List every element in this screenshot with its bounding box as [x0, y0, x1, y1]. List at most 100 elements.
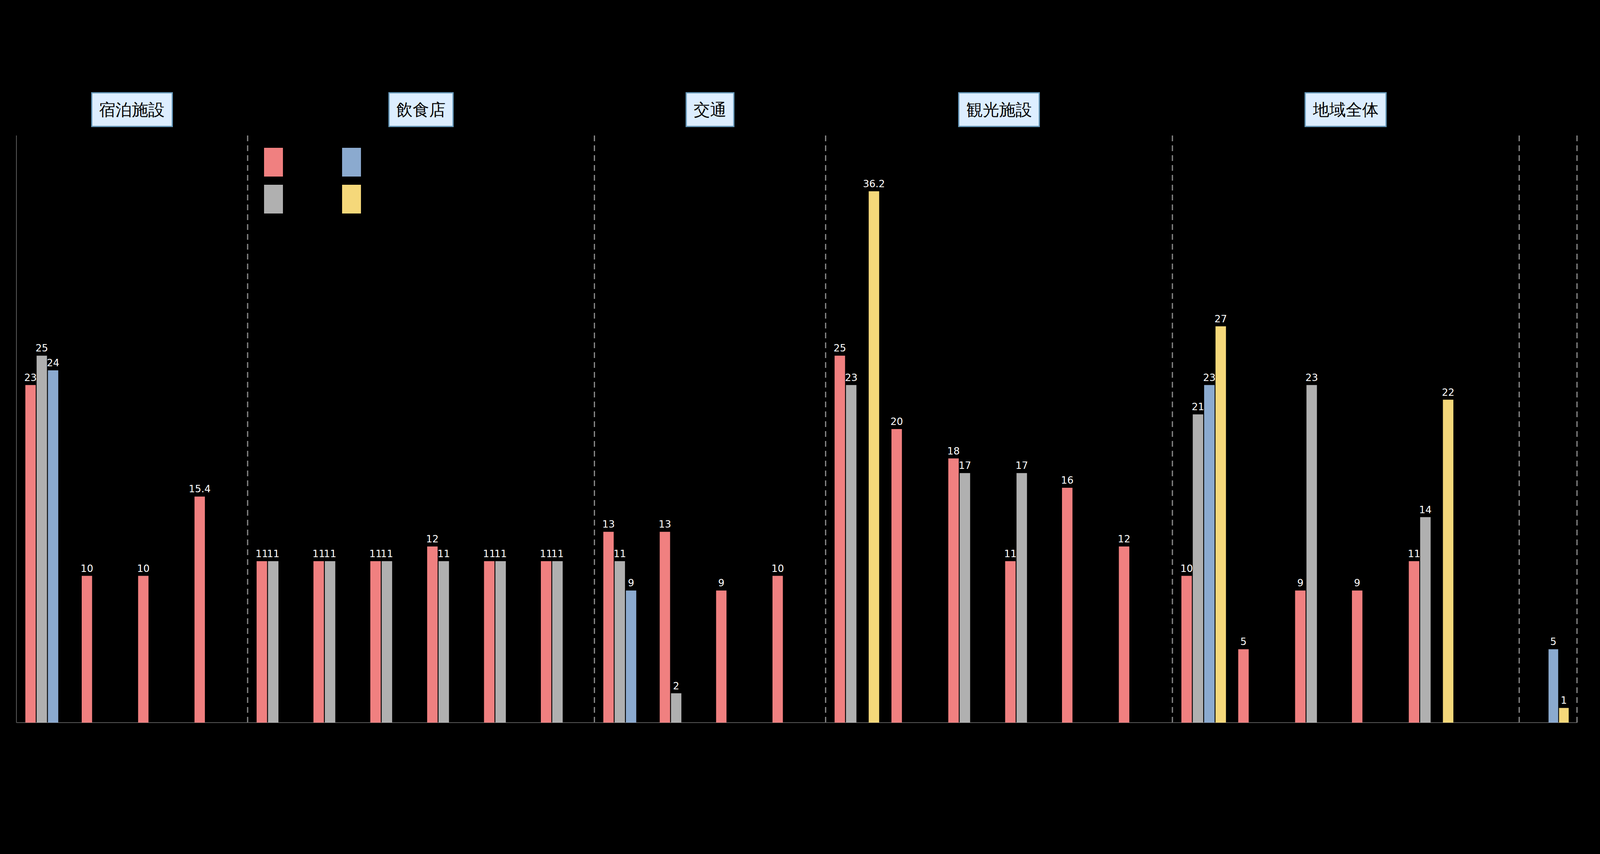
data-label: 11 [1407, 548, 1421, 560]
bar [1005, 561, 1016, 723]
bar [659, 531, 670, 723]
bar [716, 590, 727, 723]
bar [495, 561, 506, 723]
bar [381, 561, 392, 723]
bar [552, 561, 563, 723]
data-label: 27 [1214, 313, 1228, 325]
bar [625, 590, 637, 723]
section-header: 交通 [686, 92, 734, 127]
legend [264, 147, 361, 214]
data-label: 11 [539, 548, 553, 560]
bar [1118, 546, 1129, 723]
panel: 51 [1519, 135, 1578, 723]
bar [48, 370, 59, 723]
section-header: 飲食店 [388, 92, 453, 127]
bar [1442, 400, 1453, 724]
section-title: 宿泊施設 [98, 100, 165, 120]
header-box [388, 92, 453, 127]
bar [1238, 649, 1249, 723]
data-label: 12 [1117, 533, 1131, 545]
bar [671, 693, 682, 724]
data-label: 11 [613, 548, 627, 560]
data-label: 17 [1015, 459, 1029, 472]
data-label: 11 [323, 548, 337, 560]
bar [1204, 385, 1215, 723]
section-header: 宿泊施設 [91, 92, 173, 127]
data-label: 10 [80, 563, 94, 575]
data-label: 5 [1240, 636, 1247, 648]
data-label: 13 [602, 518, 615, 531]
data-label: 2 [673, 680, 680, 692]
section-title: 飲食店 [396, 100, 446, 120]
data-label: 10 [1180, 563, 1194, 575]
bar [1192, 414, 1203, 723]
data-label: 11 [312, 548, 326, 560]
header-box [958, 92, 1040, 127]
data-label: 15.4 [188, 483, 211, 495]
data-label: 20 [890, 416, 904, 428]
section-title: 観光施設 [966, 100, 1033, 120]
data-label: 36.2 [862, 178, 885, 190]
bar [427, 546, 438, 723]
bar [484, 561, 495, 723]
bars [603, 531, 783, 723]
bar [845, 385, 857, 723]
data-label: 11 [437, 548, 451, 560]
data-label: 23 [844, 372, 858, 384]
panel: 13139101129交通 [594, 92, 826, 723]
bar [137, 576, 149, 724]
data-label: 10 [771, 563, 784, 575]
data-label: 16 [1060, 474, 1074, 487]
data-label: 18 [947, 445, 961, 458]
bar [948, 458, 959, 724]
header-box [686, 92, 734, 127]
bar [313, 561, 324, 723]
data-label: 9 [627, 577, 635, 589]
data-label: 9 [1354, 577, 1361, 589]
data-label: 11 [1004, 548, 1017, 560]
data-label: 9 [718, 577, 725, 589]
bar [1548, 649, 1559, 723]
data-label: 21 [1191, 401, 1205, 413]
separator [1171, 135, 1173, 723]
data-label: 9 [1297, 577, 1304, 589]
separator [593, 135, 596, 723]
bar [603, 531, 614, 723]
background [0, 0, 1600, 854]
bars [256, 546, 563, 723]
bar [256, 561, 267, 723]
bar [1016, 473, 1027, 723]
bar [36, 355, 47, 723]
bar [268, 561, 279, 723]
data-label: 11 [482, 548, 496, 560]
bar [772, 576, 783, 724]
legend-swatch [342, 184, 361, 214]
bars [834, 191, 1130, 723]
data-labels: 23101015.42524 [24, 342, 211, 575]
bar [324, 561, 336, 723]
separator [1576, 135, 1578, 723]
data-label: 11 [266, 548, 280, 560]
panel: 111111121111111111111111飲食店 [247, 92, 595, 723]
chart: 23101015.42524宿泊施設1111111211111111111111… [0, 0, 1600, 854]
bar [614, 561, 626, 723]
data-label: 11 [551, 548, 564, 560]
bar [370, 561, 381, 723]
panel: 23101015.42524宿泊施設 [16, 92, 248, 723]
bar [1408, 561, 1419, 723]
data-label: 17 [958, 459, 972, 472]
bar [1351, 590, 1363, 723]
data-label: 23 [1305, 372, 1319, 384]
data-label: 11 [369, 548, 382, 560]
section-header: 地域全体 [1305, 92, 1387, 127]
data-label: 22 [1441, 386, 1455, 399]
data-label: 23 [1203, 372, 1217, 384]
data-label: 24 [46, 357, 60, 369]
data-labels: 25201811161223171736.2 [833, 178, 1131, 560]
data-labels: 51 [1550, 636, 1568, 707]
bar [1420, 517, 1431, 724]
data-label: 14 [1419, 504, 1433, 516]
legend-swatch [342, 147, 361, 177]
bar [25, 385, 36, 723]
data-label: 5 [1550, 636, 1557, 648]
